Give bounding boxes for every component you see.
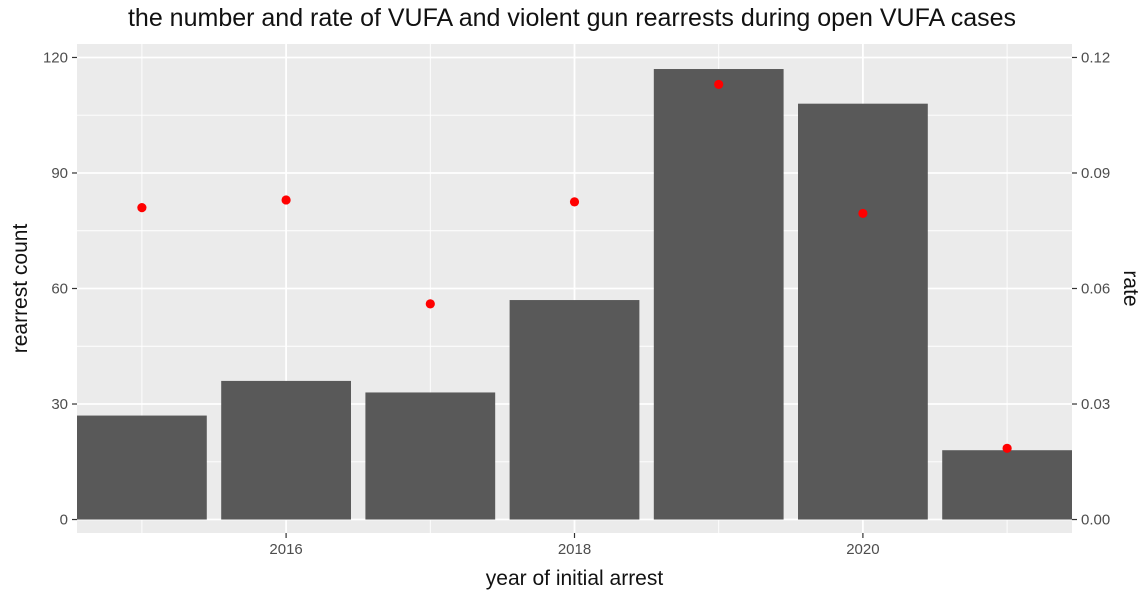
- y-tick-label: 0: [60, 512, 68, 529]
- bar-2016: [221, 380, 351, 520]
- x-tick-label: 2018: [558, 541, 591, 558]
- y2-tick-label: 0.06: [1081, 281, 1110, 298]
- x-tick-label: 2020: [846, 541, 879, 558]
- rate-point-2020: [858, 208, 868, 219]
- x-axis-label: year of initial arrest: [486, 567, 664, 590]
- bar-2017: [365, 392, 496, 520]
- rate-point-2015: [137, 203, 147, 213]
- bar-2015: [77, 415, 207, 520]
- axes: 0 30 60 90 120 0.00 0.03 0.06 0.09 0.12 2016 2018 20…: [43, 49, 1110, 558]
- bar-series: [77, 69, 1072, 520]
- y2-tick-label: 0.09: [1081, 165, 1110, 182]
- chart-title: the number and rate of VUFA and violent …: [127, 4, 1017, 32]
- y-axis-label: rearrest count: [9, 224, 32, 354]
- x-tick-label: 2016: [269, 541, 302, 558]
- y2-tick-label: 0.12: [1081, 49, 1110, 66]
- rate-point-2017: [425, 299, 435, 309]
- y2-tick-label: 0.00: [1081, 512, 1110, 529]
- y-tick-label: 60: [51, 281, 68, 298]
- bar-2019: [653, 69, 784, 520]
- rate-point-2016: [281, 195, 291, 205]
- y-tick-label: 120: [43, 49, 68, 66]
- y-tick-label: 30: [51, 396, 68, 413]
- rate-point-2018: [569, 197, 580, 207]
- bar-2018: [509, 300, 640, 520]
- bar-2021: [942, 450, 1072, 520]
- y-tick-label: 90: [51, 165, 68, 182]
- y2-axis-label: rate: [1119, 270, 1142, 306]
- rate-point-2019: [714, 79, 724, 90]
- bar-2020: [798, 103, 928, 520]
- rate-point-2021: [1002, 443, 1012, 453]
- y2-tick-label: 0.03: [1081, 396, 1110, 413]
- rate-points: [137, 79, 1012, 453]
